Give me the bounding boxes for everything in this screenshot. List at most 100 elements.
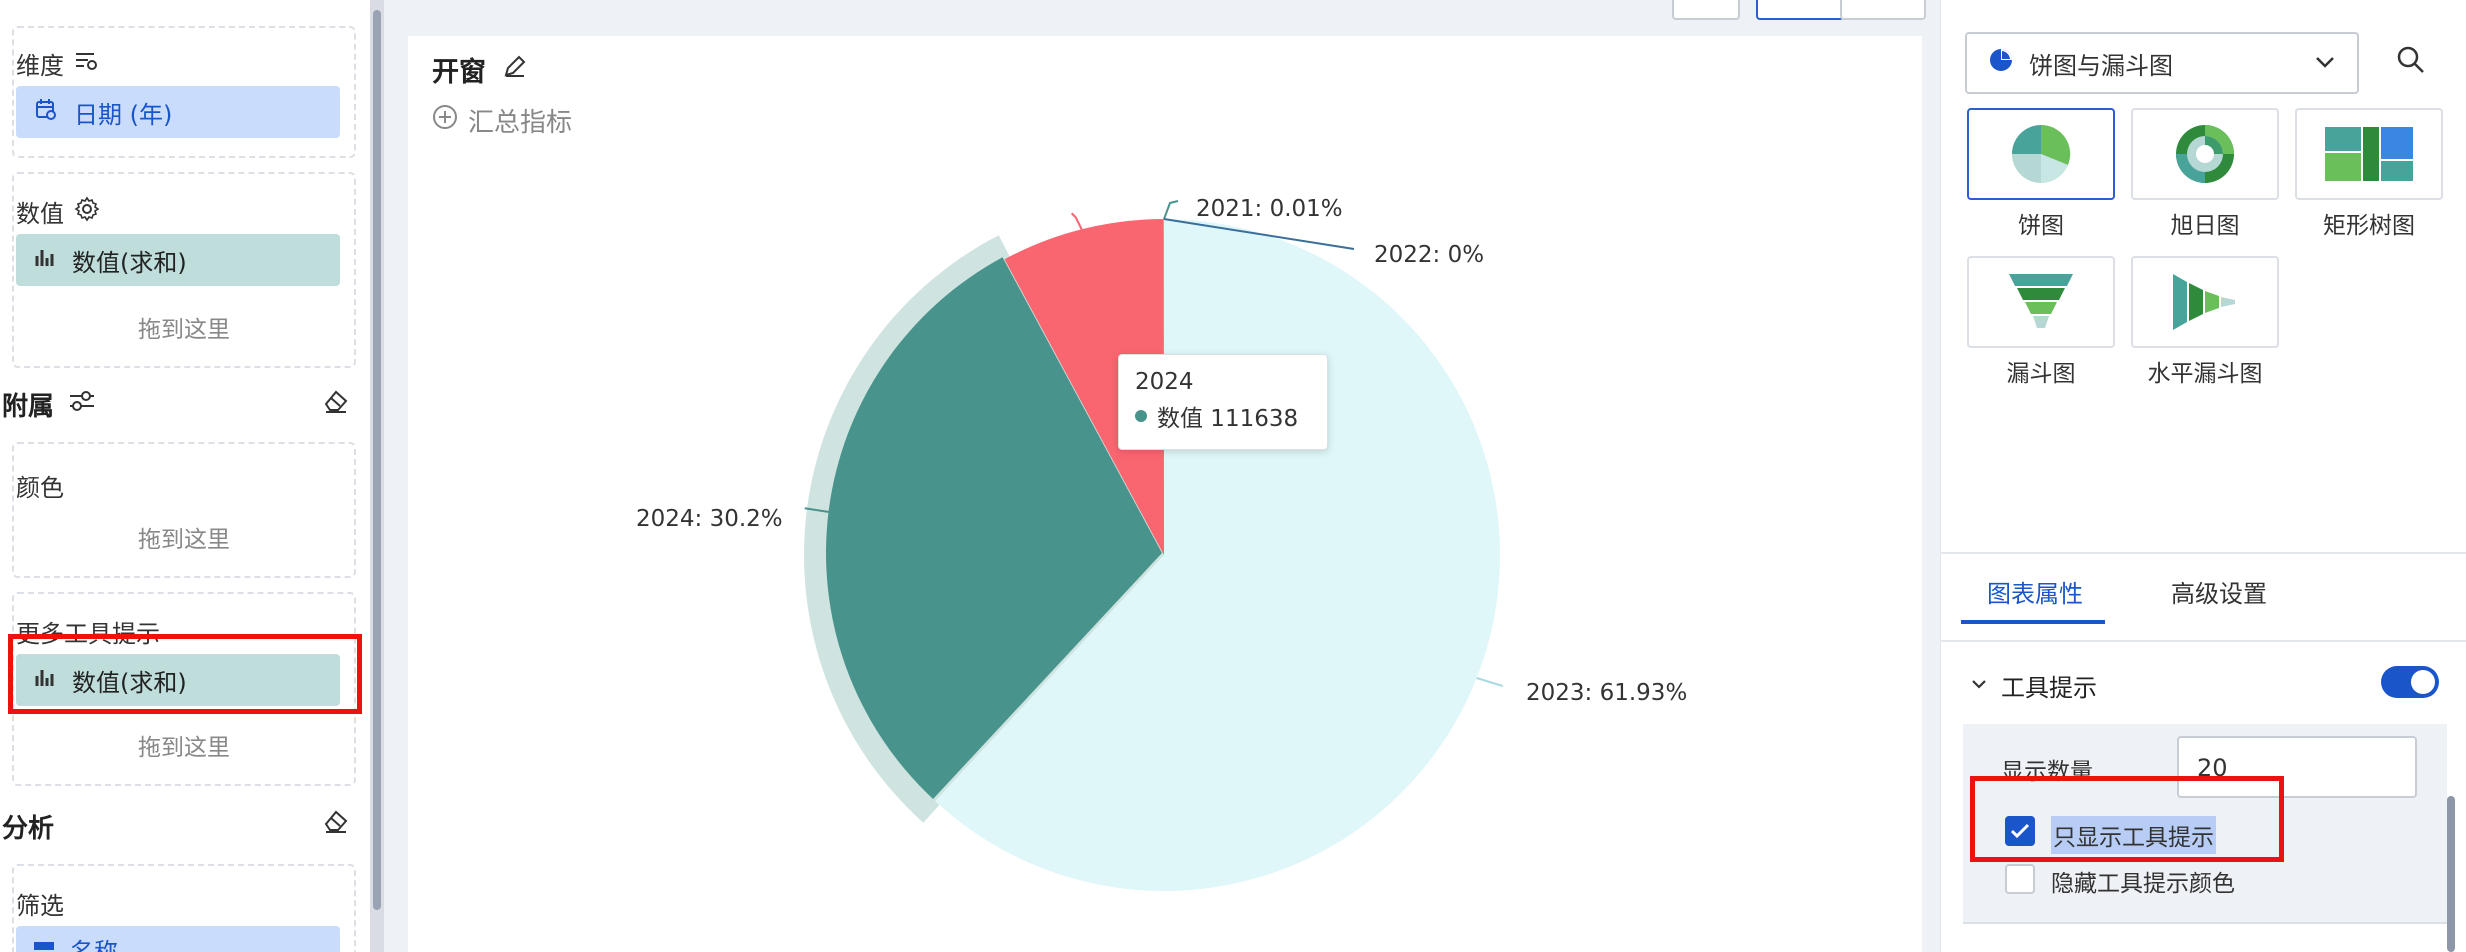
color-drop-hint: 拖到这里: [138, 527, 230, 553]
value-drop-hint: 拖到这里: [138, 317, 230, 343]
tile-treemap-label: 矩形树图: [2323, 213, 2415, 239]
tile-pie[interactable]: [1967, 108, 2115, 200]
treemap-thumbnail-icon: [2325, 127, 2413, 181]
color-title: 颜色: [16, 474, 64, 502]
value-pill-label: 数值(求和): [72, 248, 187, 277]
tile-funnel[interactable]: [1967, 256, 2115, 348]
chart-tooltip: 2024 数值 111638: [1118, 354, 1328, 450]
tile-treemap[interactable]: [2295, 108, 2443, 200]
bar-chart-icon: [34, 666, 56, 694]
value-zone[interactable]: [12, 172, 356, 368]
tab-chart-properties[interactable]: 图表属性: [1987, 580, 2083, 608]
eraser-icon[interactable]: [322, 808, 350, 838]
value-label: 数值: [16, 200, 64, 228]
chevron-down-icon: [1969, 672, 1989, 700]
calendar-icon: [34, 97, 58, 127]
filter-pill[interactable]: 名称: [16, 926, 340, 952]
tabs-bottom-divider: [1941, 640, 2466, 642]
leader-line-2024: [804, 507, 831, 514]
tooltip-toggle[interactable]: [2381, 666, 2439, 698]
tile-funnel-label: 漏斗图: [2006, 361, 2076, 387]
tooltip-section-title: 工具提示: [2001, 674, 2097, 702]
chart-type-select[interactable]: 饼图与漏斗图: [1965, 32, 2359, 94]
left-panel: 维度 日期 (年) 数值 数值(求和) 拖到这里 附属 颜色 拖到这里: [0, 0, 368, 952]
hide-tooltip-color-checkbox[interactable]: [2005, 864, 2035, 894]
filter-pill-label: 名称: [70, 938, 118, 952]
tooltip-color-dot: [1135, 410, 1147, 422]
chart-type-label: 饼图与漏斗图: [2029, 51, 2173, 80]
property-divider: [1963, 922, 2447, 924]
tooltip-title: 2024: [1135, 369, 1194, 395]
value-title: 数值: [16, 194, 100, 229]
right-scrollbar-thumb[interactable]: [2447, 796, 2455, 952]
hide-tooltip-color-label[interactable]: 隐藏工具提示颜色: [2051, 871, 2235, 897]
analysis-title: 分析: [2, 814, 55, 844]
more-tooltip-zone[interactable]: [12, 592, 356, 786]
tabs-divider: [1941, 552, 2466, 554]
display-count-input[interactable]: 20: [2177, 736, 2417, 798]
display-count-label: 显示数量: [2001, 759, 2093, 785]
only-show-tooltip-checkbox[interactable]: [2005, 816, 2035, 846]
pie-thumbnail-icon: [2012, 124, 2071, 184]
card-title-text: 开窗: [432, 57, 486, 88]
more-tooltip-pill[interactable]: 数值(求和): [16, 654, 340, 706]
gear-icon[interactable]: [74, 196, 100, 228]
dimension-title: 维度: [16, 46, 98, 81]
value-pill[interactable]: 数值(求和): [16, 234, 340, 286]
right-panel: 饼图与漏斗图 饼图 旭日图: [1940, 0, 2466, 952]
dimension-label: 维度: [16, 52, 64, 80]
dimension-pill[interactable]: 日期 (年): [16, 86, 340, 138]
toolbar-button[interactable]: [1672, 0, 1740, 20]
pie-label-2021: 2021: 0.01%: [1196, 196, 1343, 222]
funnel-thumbnail-icon: [2009, 274, 2073, 328]
leader-line-2021: [1163, 200, 1179, 220]
more-tooltip-drop-hint: 拖到这里: [138, 735, 230, 761]
tile-sunburst-label: 旭日图: [2170, 213, 2240, 239]
chevron-down-icon: [2311, 48, 2339, 82]
tooltip-section-header[interactable]: 工具提示: [1969, 668, 2097, 703]
search-icon[interactable]: [2395, 44, 2427, 80]
toolbar-button[interactable]: [1840, 0, 1926, 20]
pie-chart-icon: [1987, 46, 2015, 80]
bar-chart-icon: [34, 246, 56, 274]
pie-slice-2024[interactable]: [826, 257, 1162, 799]
left-scrollbar-thumb[interactable]: [373, 10, 381, 910]
check-icon: [2010, 823, 2030, 839]
only-show-tooltip-label[interactable]: 只显示工具提示: [2051, 816, 2216, 854]
horizontal-funnel-thumbnail-icon: [2173, 274, 2235, 330]
eraser-icon[interactable]: [322, 388, 350, 418]
color-zone[interactable]: [12, 442, 356, 578]
tag-icon: [34, 942, 54, 950]
tile-pie-label: 饼图: [2018, 213, 2064, 239]
sort-icon[interactable]: [74, 50, 98, 78]
pie-slice-2023[interactable]: [935, 219, 1500, 891]
dimension-pill-label: 日期 (年): [74, 100, 173, 129]
filter-zone[interactable]: [12, 864, 356, 952]
tile-horizontal-funnel[interactable]: [2131, 256, 2279, 348]
pie-label-2022: 2022: 0%: [1374, 242, 1484, 268]
add-metric-button[interactable]: 汇总指标: [432, 102, 572, 139]
tab-active-indicator: [1961, 620, 2105, 624]
attached-section: 附属: [2, 386, 96, 423]
attached-title: 附属: [2, 392, 55, 422]
tile-horizontal-funnel-label: 水平漏斗图: [2147, 361, 2263, 387]
dimension-zone[interactable]: [12, 26, 356, 158]
plus-circle-icon: [432, 104, 458, 137]
tile-sunburst[interactable]: [2131, 108, 2279, 200]
tab-advanced-settings[interactable]: 高级设置: [2171, 580, 2267, 608]
add-metric-label: 汇总指标: [468, 108, 573, 138]
leader-line-2022: [1163, 218, 1355, 250]
toggle-knob: [2411, 670, 2435, 694]
left-scrollbar[interactable]: [370, 0, 384, 952]
tooltip-value: 数值 111638: [1157, 406, 1299, 432]
pie-slice-other[interactable]: [1004, 219, 1164, 555]
card-title: 开窗: [432, 50, 528, 89]
sliders-icon[interactable]: [68, 389, 96, 420]
pie-label-2023: 2023: 61.93%: [1526, 680, 1687, 706]
edit-icon[interactable]: [502, 53, 528, 86]
pie-label-2024: 2024: 30.2%: [636, 506, 783, 532]
more-tooltip-pill-label: 数值(求和): [72, 668, 187, 697]
leader-line-2023: [1476, 677, 1503, 687]
sunburst-thumbnail-icon: [2176, 125, 2234, 183]
